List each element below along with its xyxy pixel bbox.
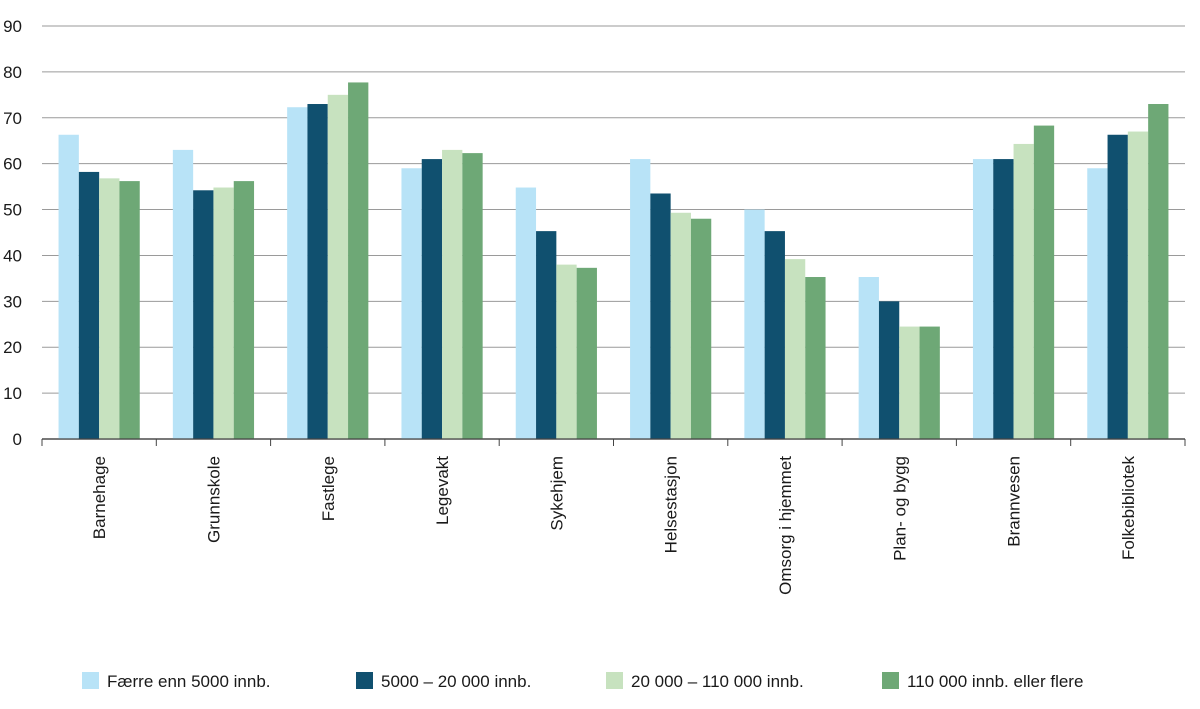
y-axis: 0 10 20 30 40 50 60 70 80 90 bbox=[3, 17, 22, 449]
legend-label: 5000 – 20 000 innb. bbox=[381, 672, 531, 691]
legend-swatch bbox=[356, 672, 373, 689]
bar bbox=[327, 94, 349, 439]
legend-item: 110 000 innb. eller flere bbox=[882, 672, 1083, 691]
legend-item: 20 000 – 110 000 innb. bbox=[606, 672, 804, 691]
y-tick-label: 80 bbox=[3, 63, 22, 82]
bar bbox=[630, 159, 651, 440]
bar bbox=[1107, 134, 1128, 440]
legend-swatch bbox=[606, 672, 623, 689]
bar bbox=[1087, 168, 1108, 439]
bar bbox=[878, 301, 900, 439]
bar bbox=[899, 326, 920, 439]
y-tick-label: 20 bbox=[3, 338, 22, 357]
bar bbox=[172, 149, 194, 439]
bar bbox=[515, 187, 537, 439]
legend-label: 20 000 – 110 000 innb. bbox=[631, 672, 804, 691]
legend-item: Færre enn 5000 innb. bbox=[82, 672, 271, 691]
x-tick-label: Sykehjem bbox=[547, 456, 566, 531]
bar bbox=[764, 231, 785, 439]
x-tick-label: Legevakt bbox=[433, 456, 452, 525]
legend-swatch bbox=[82, 672, 99, 689]
legend-label: Færre enn 5000 innb. bbox=[107, 672, 271, 691]
bar bbox=[690, 218, 712, 439]
bar bbox=[193, 190, 214, 439]
bar bbox=[919, 326, 940, 439]
bar bbox=[233, 181, 255, 440]
x-tick-label: Fastlege bbox=[319, 456, 338, 521]
bar bbox=[99, 178, 120, 439]
bar bbox=[1148, 104, 1169, 439]
bar bbox=[784, 259, 806, 439]
x-tick-label: Folkebibliotek bbox=[1119, 456, 1138, 560]
bar bbox=[287, 107, 308, 440]
y-tick-label: 50 bbox=[3, 201, 22, 220]
bar bbox=[307, 104, 328, 439]
legend: Færre enn 5000 innb. 5000 – 20 000 innb. 2… bbox=[82, 672, 1083, 691]
y-tick-label: 70 bbox=[3, 109, 22, 128]
x-tick-label: Plan- og bygg bbox=[890, 456, 909, 561]
bar bbox=[401, 168, 422, 439]
bars bbox=[42, 82, 1185, 440]
y-tick-label: 60 bbox=[3, 155, 22, 174]
x-tick-label: Helsestasjon bbox=[662, 456, 681, 553]
x-tick-label: Barnehage bbox=[90, 456, 109, 539]
bar bbox=[119, 181, 140, 440]
bar bbox=[1013, 143, 1034, 439]
bar bbox=[576, 267, 597, 439]
bar bbox=[421, 159, 443, 440]
bar bbox=[536, 231, 557, 439]
bar bbox=[744, 209, 765, 439]
y-tick-label: 30 bbox=[3, 292, 22, 311]
bar bbox=[348, 82, 369, 440]
bar bbox=[1033, 125, 1055, 439]
y-tick-label: 10 bbox=[3, 384, 22, 403]
x-tick-label: Brannvesen bbox=[1005, 456, 1024, 547]
bar bbox=[58, 134, 79, 440]
x-axis: Barnehage Grunnskole Fastlege Legevakt Sykeh… bbox=[41, 439, 1186, 595]
x-tick-label: Omsorg i hjemmet bbox=[776, 456, 795, 595]
y-tick-label: 90 bbox=[3, 17, 22, 36]
bar bbox=[805, 277, 826, 439]
bar bbox=[556, 264, 577, 439]
bar bbox=[650, 193, 671, 439]
bar bbox=[972, 159, 994, 440]
bar bbox=[670, 212, 691, 439]
legend-label: 110 000 innb. eller flere bbox=[907, 672, 1083, 691]
y-tick-label: 40 bbox=[3, 246, 22, 265]
bar bbox=[462, 153, 483, 439]
bar bbox=[78, 171, 100, 439]
bar bbox=[213, 187, 234, 439]
y-tick-label: 0 bbox=[13, 430, 22, 449]
bar bbox=[858, 277, 879, 439]
legend-swatch bbox=[882, 672, 899, 689]
legend-item: 5000 – 20 000 innb. bbox=[356, 672, 531, 691]
bar bbox=[442, 149, 463, 439]
x-tick-label: Grunnskole bbox=[204, 456, 223, 543]
bar bbox=[993, 159, 1014, 440]
bar bbox=[1127, 131, 1149, 440]
